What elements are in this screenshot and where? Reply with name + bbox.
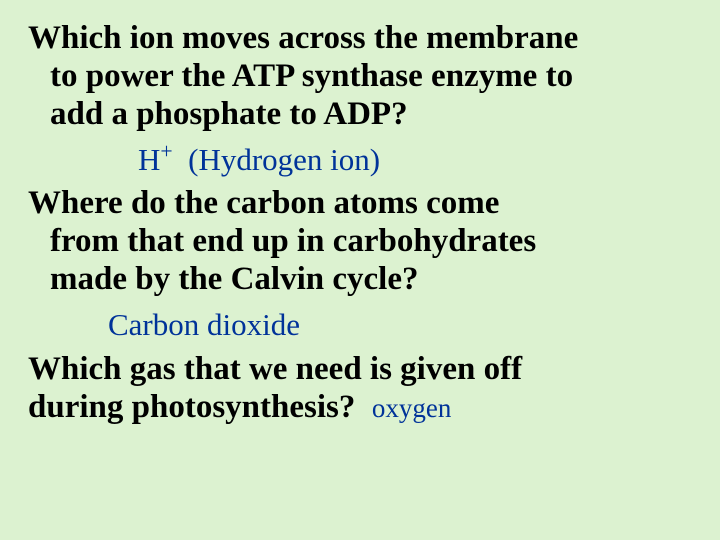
question-1: Which ion moves across the membrane to p…	[28, 20, 692, 134]
answer-3: oxygen	[372, 393, 451, 423]
answer-2-text: Carbon dioxide	[108, 307, 300, 342]
question-2: Where do the carbon atoms come from that…	[28, 185, 692, 299]
question-2-line-3: made by the Calvin cycle?	[28, 261, 692, 299]
answer-1: H+ (Hydrogen ion)	[28, 142, 692, 178]
question-3-line-1: Which gas that we need is given off	[28, 351, 692, 389]
answer-1-superscript: +	[160, 139, 172, 163]
question-3: Which gas that we need is given off duri…	[28, 351, 692, 427]
question-1-line-2: to power the ATP synthase enzyme to	[28, 58, 692, 96]
question-2-line-1: Where do the carbon atoms come	[28, 185, 499, 221]
question-1-line-1: Which ion moves across the membrane	[28, 20, 578, 56]
question-3-line-2: during photosynthesis?	[28, 389, 355, 425]
answer-1-label: (Hydrogen ion)	[188, 142, 380, 177]
question-1-line-3: add a phosphate to ADP?	[28, 96, 692, 134]
answer-2: Carbon dioxide	[28, 307, 692, 343]
question-2-line-2: from that end up in carbohydrates	[28, 223, 692, 261]
answer-1-symbol: H	[138, 142, 160, 177]
